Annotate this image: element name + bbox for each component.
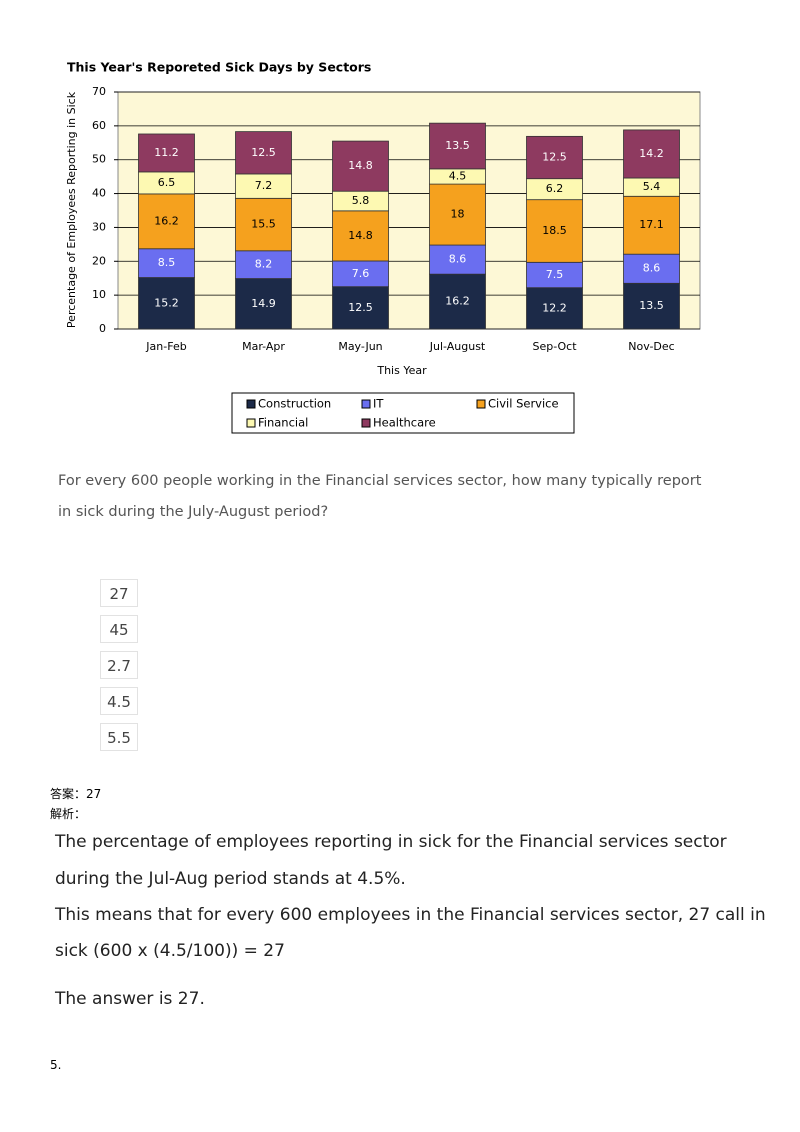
- x-tick-label: Nov-Dec: [628, 340, 674, 353]
- bar-segment: [623, 282, 680, 330]
- bar-segment: [138, 248, 195, 278]
- bar-segment: [332, 286, 389, 330]
- chart-title: This Year's Reporeted Sick Days by Secto…: [67, 60, 371, 75]
- bar-segment: [138, 277, 195, 330]
- data-label: 8.6: [643, 262, 661, 275]
- data-label: 5.8: [352, 194, 370, 207]
- bar-segment: [526, 287, 583, 330]
- option: 2.7: [100, 651, 138, 679]
- x-tick-label: Sep-Oct: [532, 340, 577, 353]
- option: 45: [100, 615, 138, 643]
- legend-swatch: [361, 418, 371, 428]
- bar-segment: [623, 129, 680, 179]
- explanation-line: This means that for every 600 employees …: [55, 905, 766, 925]
- data-label: 4.5: [449, 169, 467, 182]
- x-tick-label: Jul-August: [429, 340, 486, 353]
- answer: 答案：27: [50, 787, 102, 801]
- bar-segment: [332, 260, 389, 288]
- plot-area: [117, 91, 701, 330]
- bar-segment: [526, 135, 583, 180]
- data-label: 6.5: [158, 176, 176, 189]
- bar-segment: [623, 253, 680, 284]
- y-tick-label: 0: [99, 322, 106, 335]
- option: 27: [100, 579, 138, 607]
- data-label: 12.2: [542, 301, 567, 314]
- legend-label: Construction: [258, 397, 331, 411]
- x-tick-label: Jan-Feb: [145, 340, 186, 353]
- legend-label: Healthcare: [373, 416, 436, 430]
- explanation-line: sick (600 x (4.5/100)) = 27: [55, 941, 285, 961]
- bar-segment: [332, 210, 389, 262]
- bar-segment: [526, 261, 583, 289]
- data-label: 8.2: [255, 258, 273, 271]
- data-label: 14.2: [639, 147, 664, 160]
- legend-swatch: [246, 418, 256, 428]
- explanation-line: The answer is 27.: [55, 989, 205, 1009]
- analysis-label: 解析：: [50, 807, 87, 821]
- data-label: 16.2: [154, 214, 179, 227]
- chart: This Year's Reporeted Sick Days by Secto…: [65, 60, 701, 434]
- bar-segment: [429, 244, 486, 275]
- data-label: 5.4: [643, 180, 661, 193]
- option: 4.5: [100, 687, 138, 715]
- legend-swatch: [476, 399, 486, 409]
- data-label: 7.5: [546, 268, 564, 281]
- y-tick-label: 60: [92, 119, 106, 132]
- y-tick-label: 20: [92, 254, 106, 267]
- data-label: 12.5: [348, 301, 373, 314]
- y-axis-label: Percentage of Employees Reporting in Sic…: [65, 91, 78, 328]
- x-tick-label: May-Jun: [338, 340, 382, 353]
- y-tick-label: 30: [92, 220, 106, 233]
- legend-label: Financial: [258, 416, 308, 430]
- data-label: 15.5: [251, 218, 276, 231]
- data-label: 11.2: [154, 146, 179, 159]
- legend-swatch: [361, 399, 371, 409]
- bar-segment: [429, 122, 486, 170]
- option: 5.5: [100, 723, 138, 751]
- explanation-line: The percentage of employees reporting in…: [55, 832, 727, 852]
- page-number: 5.: [50, 1058, 62, 1072]
- data-label: 16.2: [445, 295, 470, 308]
- data-label: 14.8: [348, 229, 373, 242]
- data-label: 13.5: [639, 299, 664, 312]
- bar-segment: [429, 183, 486, 246]
- bar-segment: [138, 193, 195, 250]
- data-label: 14.9: [251, 297, 276, 310]
- data-label: 6.2: [546, 182, 564, 195]
- data-label: 8.5: [158, 256, 176, 269]
- legend-swatch: [246, 399, 256, 409]
- data-label: 7.6: [352, 267, 370, 280]
- x-axis-label: This Year: [376, 364, 427, 377]
- data-label: 12.5: [542, 151, 567, 164]
- bar-segment: [235, 278, 292, 330]
- legend-box: [231, 392, 575, 434]
- data-label: 12.5: [251, 146, 276, 159]
- data-label: 7.2: [255, 179, 273, 192]
- bar-segment: [235, 197, 292, 252]
- data-label: 13.5: [445, 139, 470, 152]
- bar-segment: [526, 199, 583, 263]
- data-label: 18: [451, 208, 465, 221]
- bar-segment: [332, 140, 389, 192]
- explanation-line: during the Jul-Aug period stands at 4.5%…: [55, 869, 406, 889]
- legend-label: Civil Service: [488, 397, 559, 411]
- data-label: 17.1: [639, 218, 664, 231]
- data-label: 8.6: [449, 253, 467, 266]
- data-label: 18.5: [542, 224, 567, 237]
- y-tick-label: 40: [92, 187, 106, 200]
- x-tick-label: Mar-Apr: [242, 340, 285, 353]
- question: For every 600 people working in the Fina…: [58, 473, 702, 520]
- data-label: 14.8: [348, 159, 373, 172]
- y-tick-label: 70: [92, 85, 106, 98]
- bar-segment: [429, 273, 486, 330]
- y-tick-label: 50: [92, 153, 106, 166]
- bar-segment: [235, 131, 292, 175]
- bar-segment: [235, 173, 292, 199]
- bar-segment: [138, 133, 195, 173]
- legend-label: IT: [373, 397, 384, 411]
- data-label: 15.2: [154, 296, 179, 309]
- y-tick-label: 10: [92, 288, 106, 301]
